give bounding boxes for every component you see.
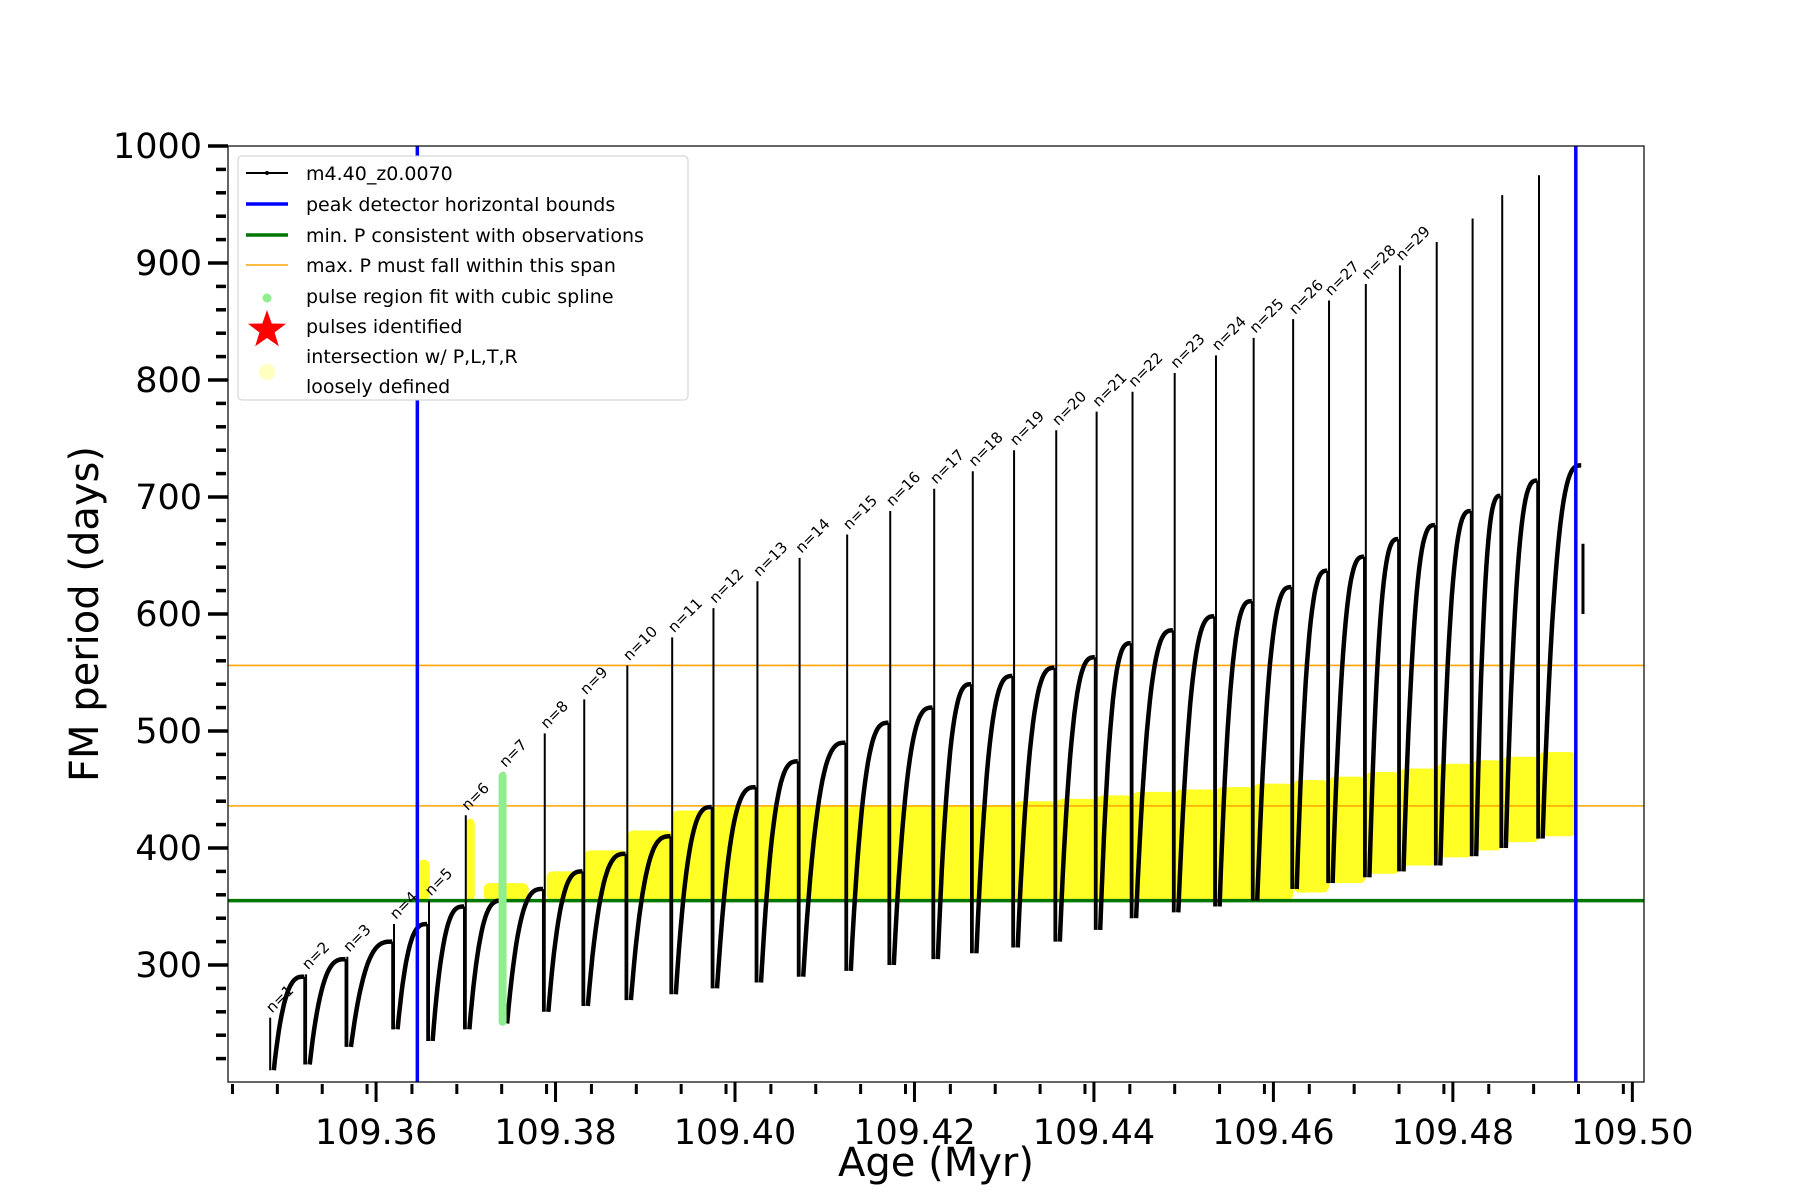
- yellow-region: [672, 810, 714, 901]
- recovery-curve: [1503, 478, 1538, 849]
- recovery-curve: [585, 851, 626, 1007]
- recovery-curve: [1217, 598, 1253, 907]
- green-spline-band: [498, 771, 507, 1026]
- y-tick-label: 900: [135, 244, 202, 284]
- x-tick-label: 109.44: [1033, 1113, 1155, 1153]
- x-axis-label: Age (Myr): [838, 1140, 1034, 1186]
- x-tick-label: 109.42: [853, 1113, 975, 1153]
- recovery-curve: [714, 784, 756, 989]
- recovery-curve: [348, 939, 393, 1048]
- yellow-region: [465, 818, 475, 901]
- yellow-region: [1174, 789, 1216, 901]
- recovery-curve: [546, 869, 583, 1013]
- y-axis: 300 400 500 600 700 800 900 1000: [113, 127, 228, 1061]
- green-spline-region: [498, 771, 507, 1026]
- recovery-curve: [430, 904, 464, 1042]
- recovery-curve: [467, 898, 502, 1030]
- recovery-curve: [974, 673, 1013, 954]
- period-series: [269, 175, 1585, 1071]
- y-tick-label: 700: [135, 478, 202, 518]
- yellow-region: [1293, 780, 1330, 893]
- yellow-region: [1502, 756, 1540, 843]
- recovery-curve: [673, 804, 712, 995]
- yellow-region: [417, 859, 430, 901]
- x-tick-label: 109.50: [1571, 1113, 1693, 1153]
- y-tick-label: 300: [135, 946, 202, 986]
- recovery-curve: [1097, 641, 1131, 930]
- recovery-curve: [628, 834, 671, 1001]
- recovery-curve: [848, 720, 889, 972]
- x-tick-label: 109.36: [315, 1113, 437, 1153]
- yellow-region: [1436, 763, 1473, 858]
- recovery-curve: [395, 921, 428, 1030]
- recovery-curve: [504, 886, 543, 1024]
- recovery-curve: [1057, 655, 1095, 942]
- yellow-region: [1329, 776, 1366, 884]
- recovery-curve: [1438, 508, 1471, 866]
- recovery-curve: [891, 705, 933, 966]
- recovery-curve: [1367, 536, 1399, 878]
- recovery-curve: [1330, 554, 1364, 884]
- legend-label: max. P must fall within this span: [306, 255, 616, 277]
- y-tick-label: 400: [135, 829, 202, 869]
- legend-label: min. P consistent with observations: [306, 225, 644, 247]
- legend-box: [237, 155, 689, 401]
- legend-handle-pale-dot: [259, 364, 275, 380]
- yellow-region: [1365, 771, 1400, 874]
- recovery-curve: [800, 740, 846, 977]
- legend-label: peak detector horizontal bounds: [306, 194, 615, 216]
- legend-label: m4.40_z0.0070: [306, 163, 453, 185]
- y-tick-label: 500: [135, 712, 202, 752]
- legend-handle-dot: [262, 293, 272, 303]
- y-tick-label: 600: [135, 595, 202, 635]
- y-axis-label: FM period (days): [62, 446, 108, 782]
- recovery-curve: [271, 974, 305, 1071]
- y-tick-label: 800: [135, 361, 202, 401]
- recovery-curve: [1294, 568, 1328, 890]
- x-tick-label: 109.38: [494, 1113, 616, 1153]
- yellow-region: [757, 805, 800, 901]
- legend-label-line2: loosely defined: [306, 376, 450, 398]
- recovery-curve: [1015, 665, 1055, 948]
- yellow-region: [1539, 752, 1576, 837]
- recovery-curve: [1473, 493, 1501, 857]
- recovery-curve: [1133, 628, 1173, 919]
- y-tick-label: 1000: [113, 127, 202, 167]
- yellow-region: [799, 805, 848, 901]
- x-tick-label: 109.48: [1392, 1113, 1514, 1153]
- recovery-curve: [758, 759, 798, 983]
- legend-label: intersection w/ P,L,T,R: [306, 346, 518, 368]
- yellow-region: [1253, 783, 1294, 901]
- legend-label: pulse region fit with cubic spline: [306, 286, 614, 308]
- legend-handle-marker: [265, 171, 269, 175]
- horizontal-reference-lines: [228, 664, 1644, 903]
- x-tick-label: 109.46: [1212, 1113, 1334, 1153]
- recovery-curve: [307, 956, 346, 1065]
- recovery-curve: [1254, 584, 1292, 901]
- x-tick-label: 109.40: [674, 1113, 796, 1153]
- recovery-curve: [1176, 614, 1215, 913]
- x-axis: 109.36 109.38 109.40 109.42 109.44 109.46 109.…: [230, 1082, 1694, 1153]
- recovery-curve: [1401, 522, 1435, 872]
- legend-label: pulses identified: [306, 316, 462, 338]
- recovery-curve: [935, 681, 971, 960]
- yellow-region: [1399, 768, 1437, 866]
- legend-handle-star: [248, 310, 286, 347]
